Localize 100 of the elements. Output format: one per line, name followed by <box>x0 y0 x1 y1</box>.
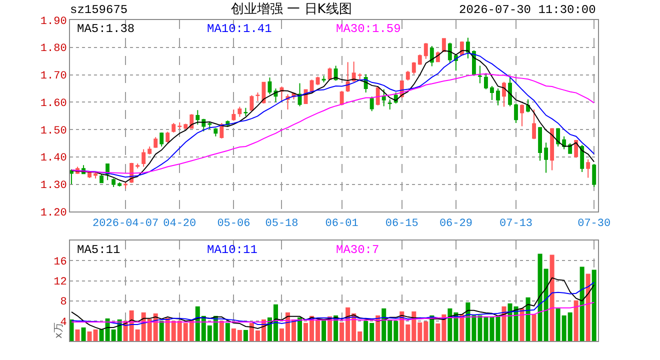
candlestick <box>124 182 128 190</box>
bar <box>159 320 164 341</box>
candlestick <box>508 78 512 107</box>
y-tick-label: 8 <box>60 296 67 309</box>
x-tick-label: 2026-04-07 <box>92 218 159 230</box>
candlestick <box>322 75 326 83</box>
candlestick <box>430 46 434 67</box>
y-tick-label: 12 <box>54 276 67 289</box>
chart-title: 创业增强 一 日K线图 <box>231 2 352 17</box>
y-tick-label: 1.20 <box>40 207 67 220</box>
candlestick <box>484 72 488 90</box>
candlestick <box>466 37 470 59</box>
candlestick <box>370 96 374 112</box>
candlestick <box>520 104 524 127</box>
bar <box>586 274 590 341</box>
candlestick <box>388 98 392 110</box>
candlestick <box>178 122 182 130</box>
candlestick <box>214 128 218 137</box>
candlestick <box>514 103 518 124</box>
candlestick <box>208 122 212 130</box>
candlestick <box>310 79 314 94</box>
candlestick <box>172 122 176 134</box>
line-series <box>71 302 595 322</box>
candlestick <box>148 146 152 155</box>
x-tick-label: 04-20 <box>163 218 196 230</box>
text: 2026-07-30 11:30:00 <box>459 3 596 17</box>
candlestick <box>556 128 560 147</box>
candlestick <box>238 106 242 118</box>
candlestick <box>478 65 482 84</box>
bar <box>298 317 302 341</box>
candlestick <box>442 38 446 53</box>
x-tick-label: 05-06 <box>217 218 250 230</box>
candlestick <box>118 182 122 187</box>
candlestick <box>250 94 254 112</box>
x-tick-label: 07-30 <box>578 218 611 230</box>
x-tick-label: 06-01 <box>325 218 359 230</box>
bar <box>526 297 530 341</box>
candlestick <box>490 85 494 100</box>
candlestick <box>406 70 410 81</box>
x-tick-label: 06-15 <box>385 218 418 230</box>
x-tick-label: 05-18 <box>265 218 298 230</box>
bar <box>243 330 248 341</box>
text: MA10:1.41 <box>207 22 272 36</box>
candlestick <box>232 109 236 122</box>
bar <box>70 319 74 341</box>
text: MA10:11 <box>207 243 258 257</box>
candlestick <box>448 42 452 64</box>
candlestick <box>424 42 428 60</box>
line-series <box>71 73 595 174</box>
x-tick-label: 06-29 <box>439 218 472 230</box>
candlestick <box>154 136 158 148</box>
y-tick-label: 1.90 <box>40 16 67 28</box>
bar <box>430 315 434 341</box>
candlestick <box>316 76 320 86</box>
bar <box>225 322 230 341</box>
bar <box>580 266 584 341</box>
y-tick-label: 1.70 <box>40 70 67 83</box>
candlestick <box>256 92 260 102</box>
y-tick-label: 1.30 <box>40 180 67 192</box>
y-tick-label: 1.50 <box>40 125 67 138</box>
candlestick <box>526 98 530 113</box>
y-tick-label: 16 <box>54 256 67 269</box>
y-axis-title: x万 <box>54 322 64 338</box>
candlestick <box>334 65 338 82</box>
candlestick <box>100 174 104 184</box>
candlestick <box>496 88 500 106</box>
text: sz159675 <box>70 3 128 17</box>
bar <box>219 320 224 341</box>
candlestick <box>574 139 578 158</box>
candlestick <box>382 88 386 107</box>
candlestick <box>244 107 248 117</box>
bar <box>322 320 326 341</box>
candlestick <box>592 164 596 188</box>
text: MA5:11 <box>77 243 120 257</box>
text: MA30:1.59 <box>336 22 401 36</box>
candlestick <box>136 162 140 169</box>
candlestick <box>328 67 332 81</box>
text: MA30:7 <box>336 243 380 257</box>
candlestick <box>166 131 170 144</box>
bar <box>520 308 524 341</box>
bar <box>592 270 596 341</box>
candlestick <box>418 54 422 66</box>
candlestick <box>340 90 344 106</box>
bar <box>460 314 464 341</box>
y-tick-label: 1.60 <box>40 98 67 110</box>
candlestick <box>268 76 272 95</box>
candlestick <box>184 123 188 130</box>
candlestick <box>160 132 164 147</box>
candlestick <box>190 114 194 129</box>
candlestick <box>472 50 476 76</box>
bar <box>81 327 86 341</box>
candlestick <box>346 62 350 92</box>
candlestick <box>580 144 584 172</box>
candlestick <box>112 178 116 188</box>
candlestick <box>352 61 356 82</box>
candlestick <box>502 81 506 108</box>
bar <box>574 300 578 341</box>
candlestick <box>532 109 536 140</box>
candlestick <box>298 82 302 107</box>
candlestick <box>70 168 74 185</box>
